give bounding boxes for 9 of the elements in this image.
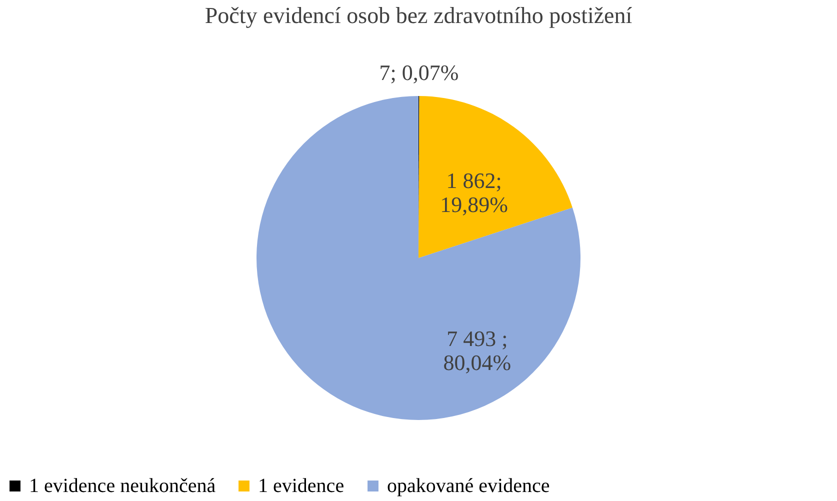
data-label: 1 862; 19,89% [440,168,508,217]
data-label: 7 493 ; 80,04% [443,326,512,375]
legend-label: opakované evidence [387,475,550,497]
data-label: 7; 0,07% [379,60,459,85]
pie-slice [418,96,572,258]
legend-label: 1 evidence neukončená [29,475,216,497]
pie-slice [256,96,580,420]
legend-label: 1 evidence [258,475,344,497]
chart-title: Počty evidencí osob bez zdravotního postižení [204,3,633,28]
